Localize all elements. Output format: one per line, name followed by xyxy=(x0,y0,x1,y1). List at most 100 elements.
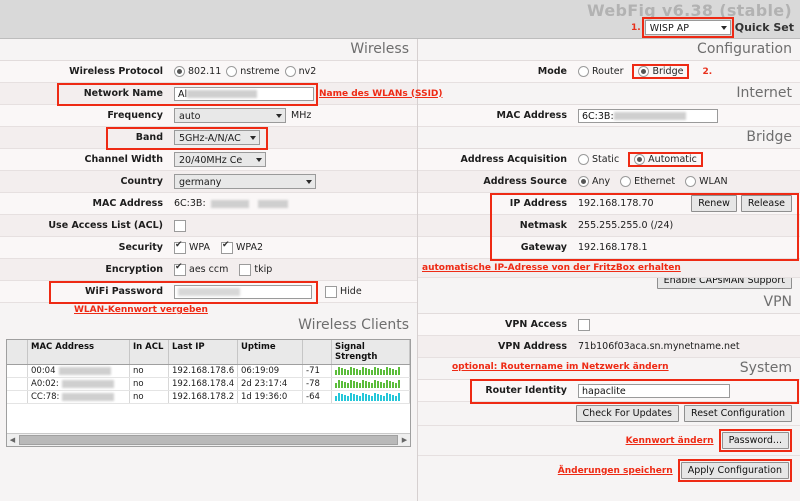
table-horizontal-scrollbar[interactable]: ◀ ▶ xyxy=(7,433,410,446)
label-address-acquisition: Address Acquisition xyxy=(460,154,568,165)
th-select[interactable] xyxy=(7,340,28,365)
quickset-label: Quick Set xyxy=(734,21,794,34)
scroll-left-icon[interactable]: ◀ xyxy=(9,436,16,444)
section-title-internet: Internet xyxy=(736,85,792,101)
radio-label: 802.11 xyxy=(188,66,222,77)
router-identity-input[interactable]: hapaclite xyxy=(578,383,730,398)
check-icon xyxy=(239,263,252,276)
frequency-select[interactable]: auto xyxy=(174,108,286,123)
radio-acquisition-static[interactable]: Static xyxy=(578,154,619,165)
release-button[interactable]: Release xyxy=(740,195,792,212)
radio-mode-bridge[interactable]: Bridge xyxy=(632,64,690,79)
radio-icon xyxy=(638,66,650,77)
label-band: Band xyxy=(135,132,163,143)
wifi-password-input[interactable] xyxy=(174,284,312,299)
cell-mac-address: CC:78: xyxy=(27,390,130,404)
cell-select[interactable] xyxy=(7,390,28,404)
section-title-configuration: Configuration xyxy=(697,41,792,57)
th-mac-address[interactable]: MAC Address xyxy=(27,340,130,365)
quickset-row: 1. WISP AP Quick Set xyxy=(631,17,794,38)
label-internet-mac: MAC Address xyxy=(496,110,567,121)
renew-button[interactable]: Renew xyxy=(691,195,737,212)
divider xyxy=(0,60,417,61)
checkbox-aes-ccm[interactable]: aes ccm xyxy=(174,262,228,276)
apply-configuration-button[interactable]: Apply Configuration xyxy=(680,462,789,479)
redacted-ssid xyxy=(187,90,258,98)
top-header-bar: WebFig v6.38 (stable) 1. WISP AP Quick S… xyxy=(0,0,800,39)
radio-icon xyxy=(620,176,632,187)
check-icon xyxy=(325,285,337,298)
chevron-down-icon xyxy=(720,25,727,30)
table-row[interactable]: CC:78: no 192.168.178.2 1d 19:36:0 -64 xyxy=(7,390,410,404)
note-network-name: Name des WLANs (SSID) xyxy=(319,88,443,99)
cell-in-acl: no xyxy=(129,377,169,391)
table-row[interactable]: A0:02: no 192.168.178.4 2d 23:17:4 -78 xyxy=(7,377,410,391)
row-internet-mac: MAC Address 6C:3B: xyxy=(418,105,800,127)
internet-mac-input[interactable]: 6C:3B: xyxy=(578,108,718,123)
radio-protocol-nv2[interactable]: nv2 xyxy=(284,66,316,77)
mac-text: CC:78: xyxy=(31,392,60,402)
reset-configuration-button[interactable]: Reset Configuration xyxy=(684,405,792,422)
band-select[interactable]: 5GHz-A/N/AC xyxy=(174,130,260,145)
label-wireless-mac: MAC Address xyxy=(92,198,163,209)
scrollbar-thumb[interactable] xyxy=(19,435,398,445)
radio-label: Any xyxy=(592,176,611,187)
channel-width-select[interactable]: 20/40MHz Ce xyxy=(174,152,266,167)
chevron-down-icon xyxy=(276,113,282,118)
radio-icon xyxy=(174,66,185,77)
gateway-value: 192.168.178.1 xyxy=(578,242,648,253)
radio-protocol-nstreme[interactable]: nstreme xyxy=(226,66,280,77)
row-ip-address: IP Address 192.168.178.70 Renew Release xyxy=(418,193,800,215)
redacted-mac xyxy=(61,379,114,388)
country-select[interactable]: germany xyxy=(174,174,316,189)
radio-protocol-80211[interactable]: 802.11 xyxy=(174,66,221,77)
row-frequency: Frequency auto MHz xyxy=(0,105,417,127)
radio-source-any[interactable]: Any xyxy=(578,176,610,187)
wireless-clients-table-wrap: MAC Address In ACL Last IP Uptime Signal… xyxy=(6,339,411,447)
radio-mode-router[interactable]: Router xyxy=(578,66,623,77)
right-column-configuration: Configuration Mode Router Bridge 2. xyxy=(418,39,800,501)
radio-icon xyxy=(685,176,697,187)
table-row[interactable]: 00:04 no 192.168.178.6 06:19:09 -71 xyxy=(7,364,410,378)
checkbox-wpa2[interactable]: WPA2 xyxy=(221,240,263,254)
note-change-password: Kennwort ändern xyxy=(625,435,714,446)
cell-select[interactable] xyxy=(7,377,28,391)
th-signal-strength[interactable]: Signal Strength xyxy=(331,340,410,365)
row-use-access-list: Use Access List (ACL) xyxy=(0,215,417,237)
scroll-right-icon[interactable]: ▶ xyxy=(401,436,408,444)
checkbox-tkip[interactable]: tkip xyxy=(239,263,272,276)
radio-acquisition-automatic[interactable]: Automatic xyxy=(628,152,703,167)
label-address-source: Address Source xyxy=(483,176,567,187)
row-netmask: Netmask 255.255.255.0 (/24) xyxy=(418,215,800,237)
divider xyxy=(418,60,800,61)
cell-select[interactable] xyxy=(7,364,28,378)
th-in-acl[interactable]: In ACL xyxy=(129,340,169,365)
radio-source-ethernet[interactable]: Ethernet xyxy=(620,176,675,187)
label-encryption: Encryption xyxy=(105,264,163,275)
check-icon xyxy=(174,262,186,276)
label-mode: Mode xyxy=(537,66,567,77)
checkbox-wpa[interactable]: WPA xyxy=(174,240,210,254)
row-address-acquisition: Address Acquisition Static Automatic xyxy=(418,149,800,171)
wireless-clients-body: 00:04 no 192.168.178.6 06:19:09 -71 A0:0… xyxy=(7,364,410,404)
radio-icon xyxy=(578,176,589,187)
network-name-input[interactable]: Al xyxy=(174,86,314,101)
check-for-updates-button[interactable]: Check For Updates xyxy=(575,405,680,422)
checkbox-hide-password[interactable]: Hide xyxy=(325,285,362,298)
row-gateway: Gateway 192.168.178.1 xyxy=(418,237,800,259)
password-button[interactable]: Password... xyxy=(721,432,789,449)
th-uptime[interactable]: Uptime xyxy=(237,340,303,365)
app-brand-title: WebFig v6.38 (stable) xyxy=(587,1,792,20)
acl-checkbox[interactable] xyxy=(174,219,186,232)
ip-address-value: 192.168.178.70 xyxy=(578,198,654,209)
label-country: Country xyxy=(120,176,163,187)
redacted-mac-part1 xyxy=(210,199,249,208)
th-signal-dbm[interactable] xyxy=(302,340,332,365)
th-last-ip[interactable]: Last IP xyxy=(168,340,238,365)
vpn-access-checkbox[interactable] xyxy=(578,318,590,331)
country-value: germany xyxy=(179,177,222,188)
radio-source-wlan[interactable]: WLAN xyxy=(685,176,728,187)
quickset-mode-select[interactable]: WISP AP xyxy=(641,17,734,38)
label-security: Security xyxy=(118,242,163,253)
